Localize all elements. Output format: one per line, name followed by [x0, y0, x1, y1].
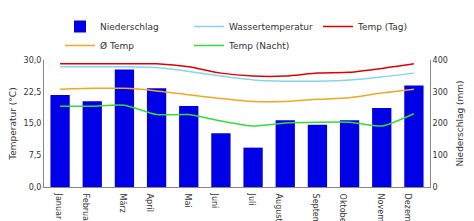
svg-text:300: 300 [433, 88, 448, 97]
svg-text:Niederschlag: Niederschlag [100, 22, 159, 32]
svg-text:0,0: 0,0 [29, 183, 42, 192]
svg-text:7,5: 7,5 [29, 151, 42, 160]
svg-text:Niederschlag (mm): Niederschlag (mm) [455, 80, 465, 166]
svg-text:Juli: Juli [247, 193, 256, 206]
svg-text:30,0: 30,0 [24, 56, 42, 65]
svg-text:Februar: Februar [81, 194, 90, 221]
svg-text:August: August [274, 194, 283, 221]
svg-text:0: 0 [433, 183, 438, 192]
svg-text:100: 100 [433, 151, 448, 160]
svg-text:15,0: 15,0 [24, 119, 42, 128]
svg-text:400: 400 [433, 56, 448, 65]
svg-text:Oktober: Oktober [338, 194, 347, 221]
svg-text:Temp (Nacht): Temp (Nacht) [228, 41, 289, 51]
svg-text:22,5: 22,5 [24, 88, 42, 97]
svg-text:Ø Temp: Ø Temp [100, 41, 134, 51]
svg-text:Temperatur (°C): Temperatur (°C) [8, 87, 18, 160]
svg-text:November: November [376, 194, 385, 221]
svg-text:Mai: Mai [183, 194, 192, 208]
svg-text:Januar: Januar [54, 193, 63, 220]
svg-text:September: September [311, 194, 320, 221]
svg-text:Juni: Juni [210, 193, 219, 209]
svg-text:Wassertemperatur: Wassertemperatur [229, 22, 313, 32]
svg-text:März: März [118, 194, 127, 213]
svg-text:200: 200 [433, 119, 448, 128]
svg-text:Dezember: Dezember [403, 194, 412, 221]
svg-text:Temp (Tag): Temp (Tag) [357, 22, 407, 32]
svg-text:April: April [145, 194, 154, 212]
